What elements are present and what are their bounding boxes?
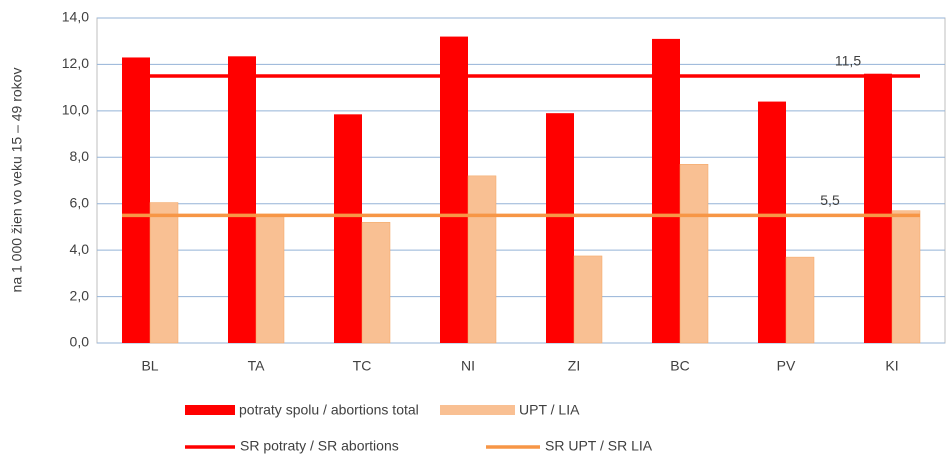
legend-swatch [440, 405, 515, 415]
x-tick-label: BL [141, 358, 158, 374]
y-tick-label: 2,0 [70, 287, 90, 303]
y-axis-label: na 1 000 žien vo veku 15 – 49 rokov [9, 68, 25, 293]
x-tick-label: TC [353, 358, 372, 374]
x-tick-label: ZI [568, 358, 580, 374]
legend-label: SR potraty / SR abortions [240, 438, 399, 454]
x-tick-label: BC [670, 358, 689, 374]
y-tick-label: 0,0 [70, 334, 90, 350]
y-tick-label: 14,0 [62, 9, 89, 25]
x-tick-label: NI [461, 358, 475, 374]
bar [864, 73, 892, 343]
bar [228, 56, 256, 344]
bar [334, 114, 362, 343]
y-tick-label: 6,0 [70, 194, 90, 210]
legend-label: potraty spolu / abortions total [239, 402, 419, 418]
bar [785, 256, 815, 344]
bar [149, 202, 179, 344]
y-tick-label: 12,0 [62, 55, 89, 71]
y-tick-label: 10,0 [62, 102, 89, 118]
legend-swatch [185, 405, 235, 415]
plot-frame [96, 17, 946, 344]
bar [546, 113, 574, 343]
bar [573, 255, 603, 344]
bar [440, 36, 468, 343]
legend-label: SR UPT / SR LIA [545, 438, 653, 454]
y-tick-label: 8,0 [70, 148, 90, 164]
x-tick-label: TA [248, 358, 266, 374]
bar [255, 213, 285, 344]
x-tick-label: KI [885, 358, 898, 374]
legend-label: UPT / LIA [519, 402, 580, 418]
bar [758, 101, 786, 343]
reference-label: 11,5 [835, 53, 861, 69]
bar [652, 38, 680, 344]
bar [122, 57, 150, 343]
y-tick-label: 4,0 [70, 241, 90, 257]
bar [467, 175, 497, 344]
bar [891, 210, 921, 344]
bar [361, 222, 391, 344]
reference-label: 5,5 [820, 192, 840, 208]
x-tick-label: PV [777, 358, 796, 374]
bar [679, 164, 709, 344]
